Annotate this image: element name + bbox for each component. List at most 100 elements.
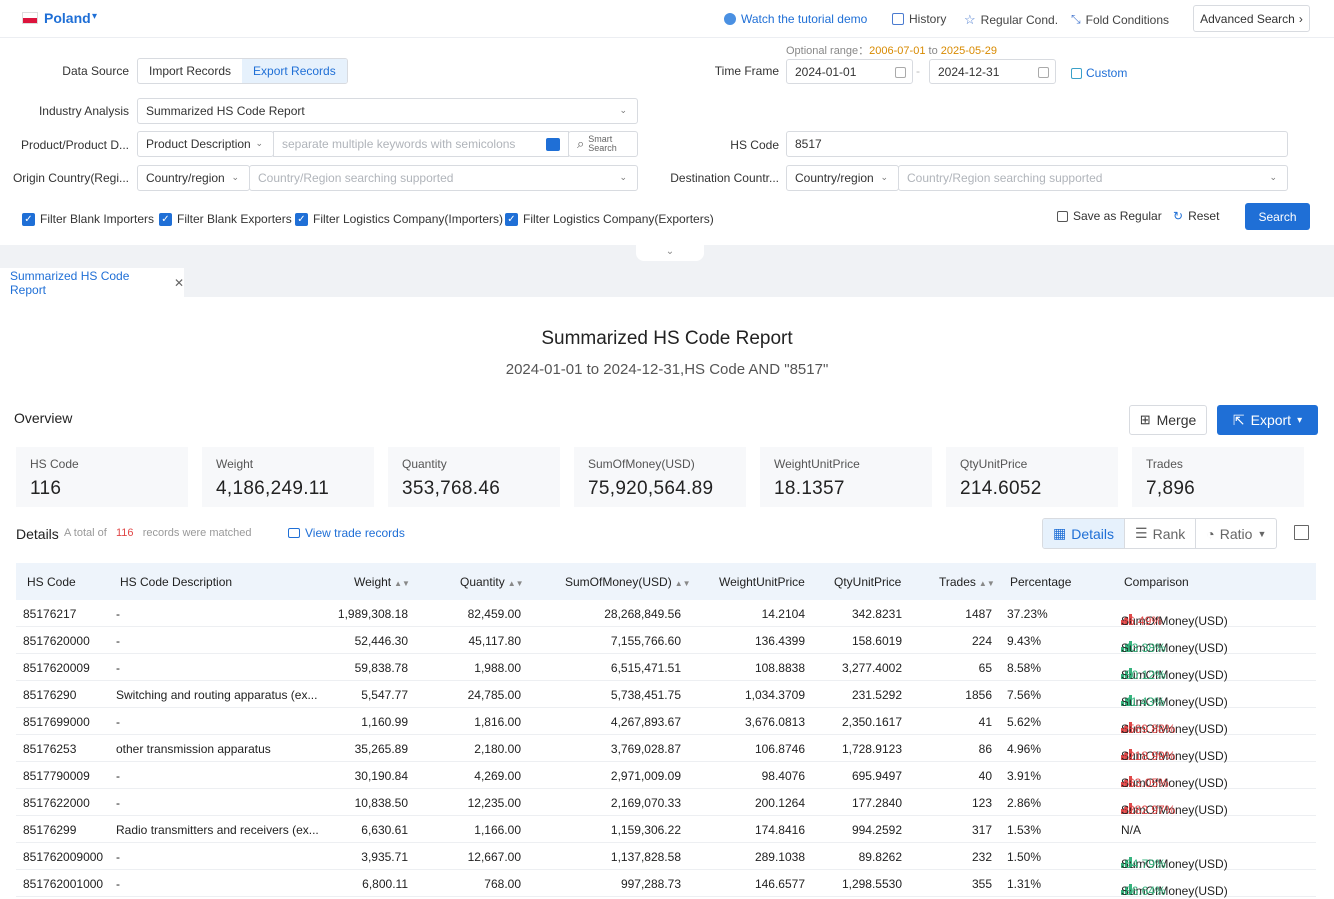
dest-type-select[interactable]: Country/region ⌄ [786, 165, 899, 191]
hs-code-cell[interactable]: 851762009000 [23, 850, 104, 864]
export-button[interactable]: ⇱ Export ▾ [1217, 405, 1318, 435]
history-button[interactable]: History [892, 12, 946, 26]
weight-cell: 1,989,308.18 [337, 607, 408, 621]
filter-logistics-importers[interactable]: ✓ Filter Logistics Company(Importers) [295, 212, 503, 226]
industry-select[interactable]: Summarized HS Code Report ⌄ [137, 98, 638, 124]
tab-summarized-hs-code-report[interactable]: Summarized HS Code Report ✕ [0, 268, 184, 298]
report-subtitle: 2024-01-01 to 2024-12-31,HS Code AND "85… [505, 361, 829, 378]
chevron-down-icon[interactable]: ▾ [92, 11, 98, 22]
regular-cond-button[interactable]: ☆ Regular Cond. [964, 12, 1059, 27]
table-row[interactable]: 8517620009 - 59,838.78 1,988.00 6,515,471.51… [16, 654, 1316, 682]
custom-button[interactable]: Custom [1071, 66, 1127, 80]
hs-code-cell[interactable]: 8517790009 [23, 769, 90, 783]
stat-value: 7,896 [1146, 478, 1196, 499]
date-to-input[interactable]: 2024-12-31 [929, 59, 1056, 84]
search-button[interactable]: Search [1245, 203, 1310, 230]
table-row[interactable]: 8517699000 - 1,160.99 1,816.00 4,267,893.67 3… [16, 708, 1316, 736]
custom-icon [1071, 67, 1082, 79]
keyword-tool-icon[interactable] [546, 138, 560, 151]
weight-unit-price-cell: 106.8746 [754, 742, 805, 756]
hs-code-cell[interactable]: 85176217 [23, 607, 77, 621]
weight-unit-price-cell: 136.4399 [754, 634, 805, 648]
checkbox-checked-icon: ✓ [159, 212, 172, 226]
chevron-down-icon: ⌄ [255, 137, 263, 148]
col-trades[interactable]: Trades ▲▼ [939, 575, 995, 589]
smart-search-button[interactable]: ⌕ Smart Search [568, 131, 638, 157]
save-as-regular-button[interactable]: Save as Regular [1057, 209, 1162, 223]
view-ratio-option[interactable]: ◔ Ratio ▼ [1206, 525, 1267, 542]
origin-input[interactable]: Country/Region searching supported ⌄ [249, 165, 638, 191]
fold-conditions-button[interactable]: ⤡ Fold Conditions [1071, 12, 1169, 27]
table-row[interactable]: 8517790009 - 30,190.84 4,269.00 2,971,009.09… [16, 762, 1316, 790]
qty-unit-price-cell: 342.8231 [851, 607, 902, 621]
chevron-down-icon: ⌄ [231, 171, 239, 182]
origin-type-select[interactable]: Country/region ⌄ [137, 165, 250, 191]
money-cell: 6,515,471.51 [610, 661, 681, 675]
money-cell: 7,155,766.60 [610, 634, 681, 648]
fullscreen-icon[interactable] [1294, 525, 1309, 540]
weight-unit-price-cell: 146.6577 [754, 877, 805, 891]
weight-unit-price-cell: 98.4076 [761, 769, 805, 783]
weight-cell: 5,547.77 [361, 688, 408, 702]
weight-unit-price-cell: 14.2104 [761, 607, 805, 621]
view-rank-option[interactable]: ☰ Rank [1125, 519, 1197, 548]
date-from-input[interactable]: 2024-01-01 [786, 59, 913, 84]
money-cell: 1,137,828.58 [610, 850, 681, 864]
table-row[interactable]: 8517620000 - 52,446.30 45,117.80 7,155,766.6… [16, 627, 1316, 655]
import-records-option[interactable]: Import Records [149, 64, 232, 78]
hs-code-cell[interactable]: 85176299 [23, 823, 77, 837]
hs-code-cell[interactable]: 8517622000 [23, 796, 90, 810]
advanced-search-button[interactable]: Advanced Search › [1193, 5, 1310, 32]
table-row[interactable]: 851762009000- 3,935.71 12,667.00 1,137,828.… [16, 843, 1316, 871]
keywords-input[interactable]: separate multiple keywords with semicolo… [273, 131, 569, 157]
records-matched-text: A total of 116 records were matched [64, 527, 252, 539]
hs-code-cell[interactable]: 8517620009 [23, 661, 90, 675]
view-trade-records-link[interactable]: View trade records [288, 526, 405, 540]
weight-cell: 1,160.99 [361, 715, 408, 729]
stat-card: QtyUnitPrice 214.6052 [946, 447, 1118, 507]
table-row[interactable]: 8517622000 - 10,838.50 12,235.00 2,169,070.3… [16, 789, 1316, 817]
hs-code-cell[interactable]: 85176290 [23, 688, 77, 702]
merge-button[interactable]: ⊞ Merge [1129, 405, 1207, 435]
description-cell: - [116, 715, 120, 729]
filter-logistics-exporters[interactable]: ✓ Filter Logistics Company(Exporters) [505, 212, 714, 226]
percentage-cell: 7.56% [1007, 688, 1042, 702]
table-row[interactable]: 85176290 Switching and routing apparatus … [16, 681, 1316, 709]
destination-input[interactable]: Country/Region searching supported ⌄ [898, 165, 1288, 191]
tutorial-link[interactable]: Watch the tutorial demo [724, 12, 867, 26]
trades-cell: 86 [978, 742, 992, 756]
col-weight[interactable]: Weight ▲▼ [354, 575, 410, 589]
percentage-cell: 5.62% [1007, 715, 1042, 729]
hs-code-input[interactable]: 8517 [786, 131, 1288, 157]
trend-chart-icon [1121, 668, 1132, 679]
table-row[interactable]: 85176253 other transmission apparatus 35,2… [16, 735, 1316, 763]
table-row[interactable]: 851762001000- 6,800.11 768.00 997,288.73 146… [16, 870, 1316, 898]
collapse-form-toggle[interactable]: ⌄ [636, 245, 704, 261]
hs-code-cell[interactable]: 85176253 [23, 742, 77, 756]
hs-code-cell[interactable]: 8517620000 [23, 634, 90, 648]
export-records-option[interactable]: Export Records [242, 59, 347, 83]
table-row[interactable]: 85176299 Radio transmitters and receivers… [16, 816, 1316, 843]
col-sum-of-money[interactable]: SumOfMoney(USD) ▲▼ [565, 575, 691, 589]
qty-unit-price-cell: 89.8262 [858, 850, 902, 864]
close-icon[interactable]: ✕ [173, 276, 184, 290]
filter-blank-importers[interactable]: ✓ Filter Blank Importers [22, 212, 154, 226]
checkbox-checked-icon: ✓ [22, 212, 35, 226]
hs-code-cell[interactable]: 8517699000 [23, 715, 90, 729]
country-selector[interactable]: Poland [44, 10, 91, 26]
filter-blank-exporters[interactable]: ✓ Filter Blank Exporters [159, 212, 292, 226]
product-type-select[interactable]: Product Description ⌄ [137, 131, 274, 157]
view-details-option[interactable]: ▦ Details [1043, 519, 1126, 548]
hs-code-cell[interactable]: 851762001000 [23, 877, 104, 891]
weight-cell: 6,800.11 [362, 877, 408, 891]
col-quantity[interactable]: Quantity ▲▼ [460, 575, 524, 589]
weight-unit-price-cell: 200.1264 [754, 796, 805, 810]
col-comparison: Comparison [1124, 575, 1189, 589]
reset-button[interactable]: ↻ Reset [1173, 209, 1220, 223]
records-icon [288, 528, 300, 538]
weight-unit-price-cell: 289.1038 [754, 850, 805, 864]
weight-unit-price-cell: 1,034.3709 [744, 688, 805, 702]
destination-label: Destination Countr... [670, 171, 779, 185]
table-row[interactable]: 85176217 - 1,989,308.18 82,459.00 28,268,849… [16, 600, 1316, 628]
description-cell: - [116, 607, 120, 621]
